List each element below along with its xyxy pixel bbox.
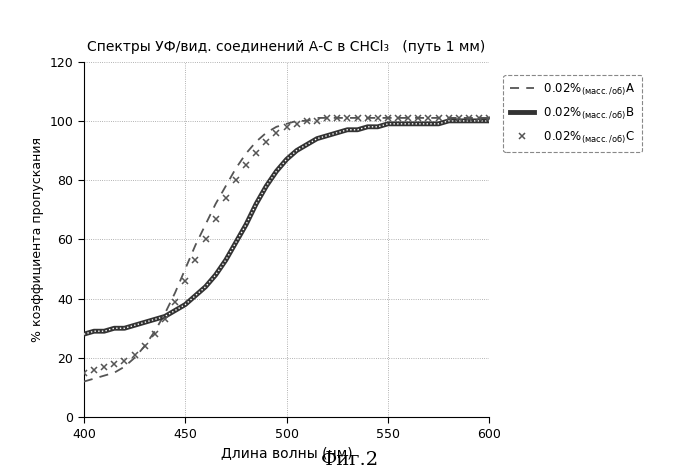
Title: Спектры УФ/вид. соединений А-С в CHCl₃   (путь 1 мм): Спектры УФ/вид. соединений А-С в CHCl₃ (… [87,39,486,54]
Y-axis label: % коэффициента пропускания: % коэффициента пропускания [31,137,44,342]
Text: Фиг.2: Фиг.2 [320,451,379,469]
X-axis label: Длина волны (нм): Длина волны (нм) [221,446,352,460]
Legend:  0.02%$_{\mathregular{(масс./об)}}$A,  0.02%$_{\mathregular{(масс./об)}}$B,  0.0: 0.02%$_{\mathregular{(масс./об)}}$A, 0.0… [503,74,642,153]
